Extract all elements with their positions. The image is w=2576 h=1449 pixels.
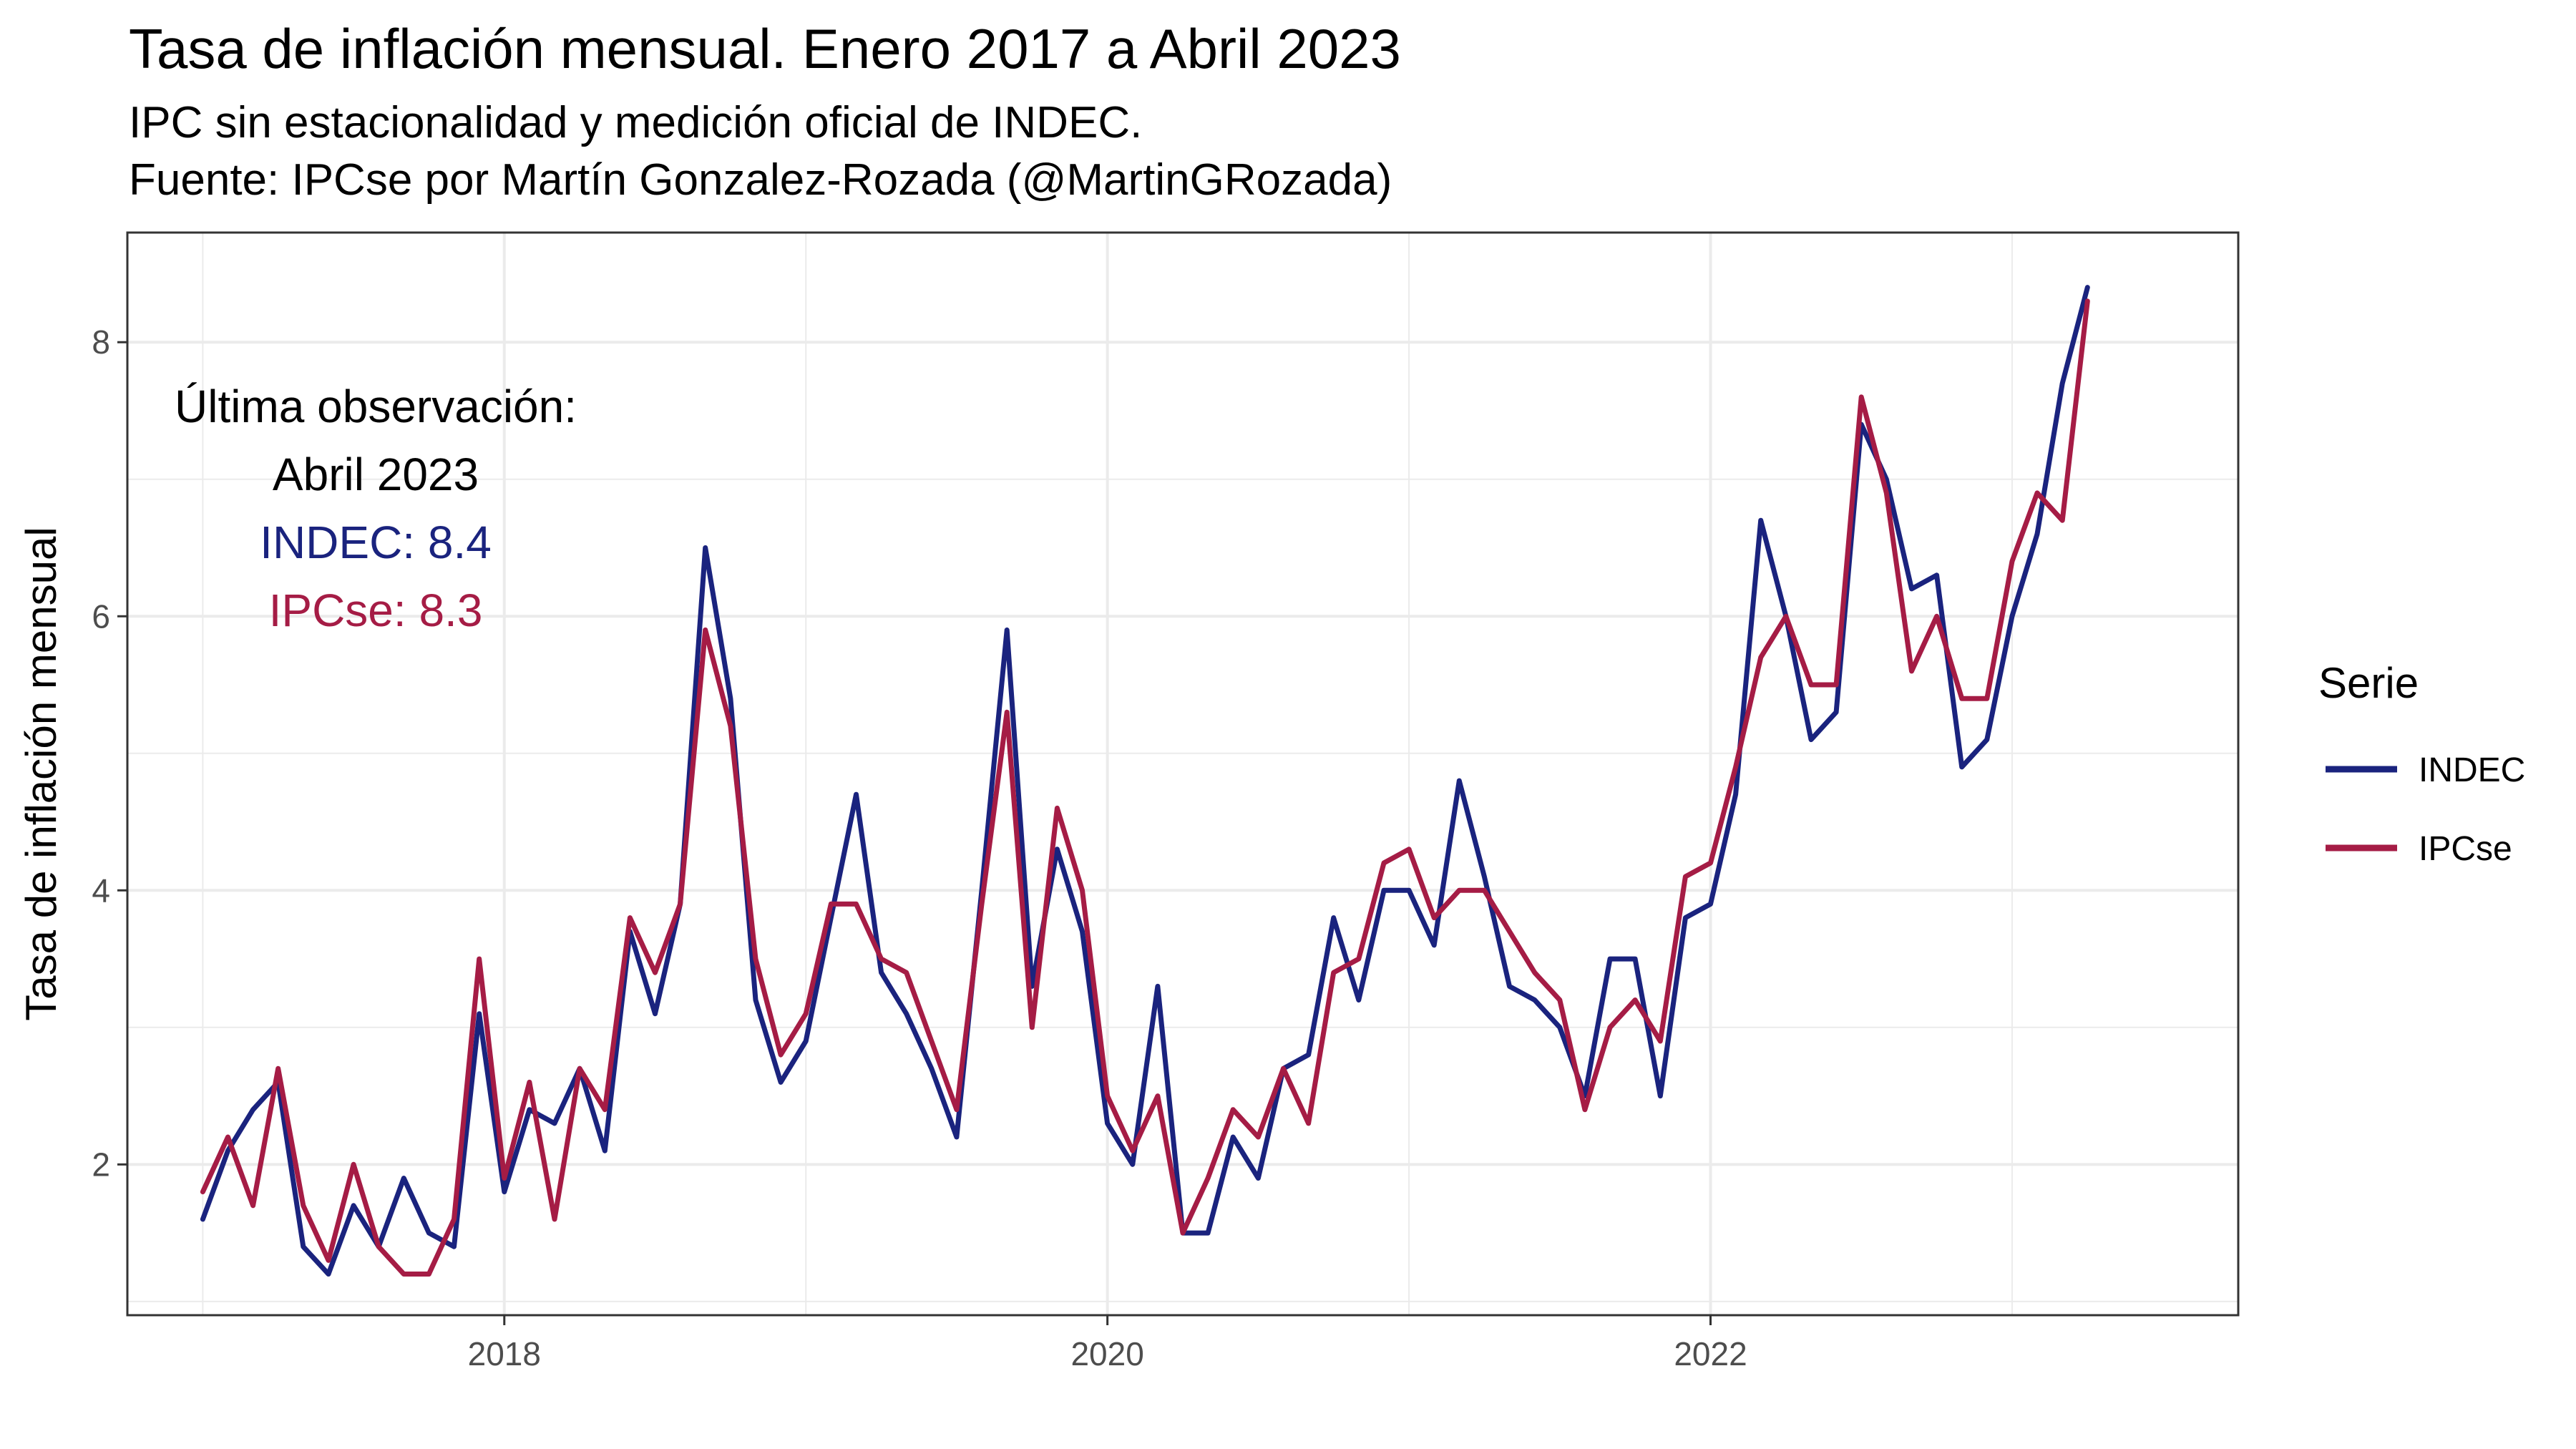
annotation-ipcse-value: IPCse: 8.3 bbox=[269, 585, 483, 636]
last-observation-annotation: Última observación: Abril 2023 INDEC: 8.… bbox=[175, 381, 577, 636]
y-axis-label: Tasa de inflación mensual bbox=[17, 527, 65, 1020]
y-tick-label: 8 bbox=[92, 323, 110, 361]
chart-title: Tasa de inflación mensual. Enero 2017 a … bbox=[129, 17, 1401, 80]
legend: Serie INDEC IPCse bbox=[2318, 659, 2525, 868]
chart-subtitle-line2: Fuente: IPCse por Martín Gonzalez-Rozada… bbox=[129, 155, 1392, 205]
x-tick-label: 2020 bbox=[1070, 1335, 1143, 1372]
axis-ticks: 2 4 6 8 2018 2020 2022 bbox=[92, 323, 1747, 1372]
y-tick-label: 4 bbox=[92, 872, 110, 909]
series-line-ipcse bbox=[200, 298, 2090, 1277]
major-gridlines bbox=[127, 233, 2238, 1315]
annotation-indec-value: INDEC: 8.4 bbox=[260, 517, 492, 568]
y-tick-label: 6 bbox=[92, 597, 110, 635]
x-tick-label: 2018 bbox=[468, 1335, 541, 1372]
plot-panel-border bbox=[126, 231, 2240, 1317]
y-tick-label: 2 bbox=[92, 1146, 110, 1183]
series-lines bbox=[200, 285, 2090, 1277]
series-line-indec bbox=[200, 285, 2090, 1277]
annotation-line1: Última observación: bbox=[175, 381, 577, 432]
x-tick-label: 2022 bbox=[1674, 1335, 1747, 1372]
annotation-line2: Abril 2023 bbox=[273, 449, 479, 500]
chart-subtitle-line1: IPC sin estacionalidad y medición oficia… bbox=[129, 98, 1143, 147]
legend-title: Serie bbox=[2318, 659, 2419, 707]
legend-label-ipcse: IPCse bbox=[2419, 830, 2512, 868]
legend-label-indec: INDEC bbox=[2419, 751, 2525, 789]
